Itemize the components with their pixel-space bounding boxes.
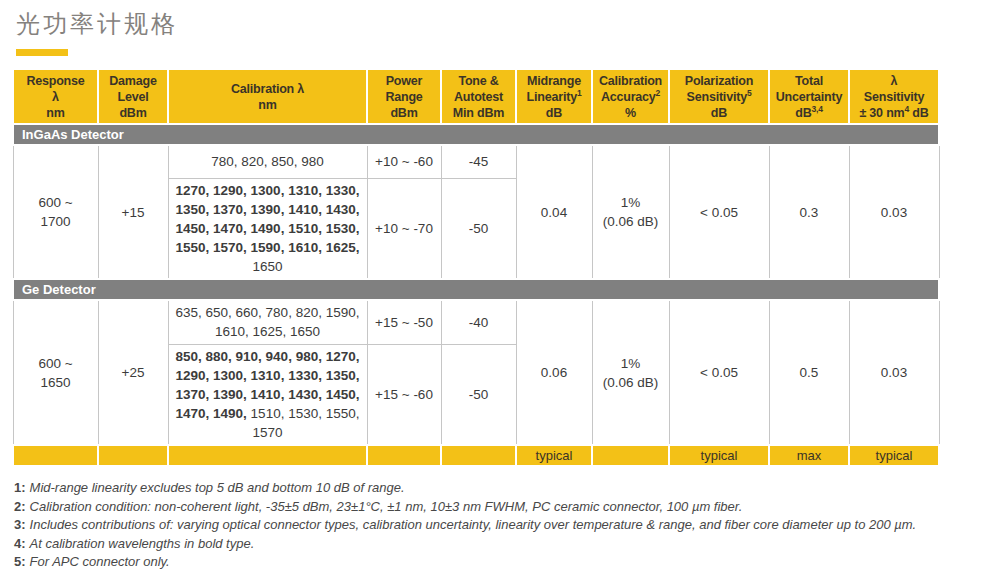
- footnote-text: For APC connector only.: [30, 554, 170, 569]
- damage-level-cell: +15: [98, 145, 168, 279]
- col-header-damage-level: DamageLeveldBm: [98, 69, 168, 124]
- data-row: 600 ~1700+15780, 820, 850, 980+10 ~ -60-…: [13, 145, 939, 178]
- col-header-midrange-linearity: MidrangeLinearity1dB: [516, 69, 592, 124]
- calibration-wavelengths-cell: 850, 880, 910, 940, 980, 1270, 1290, 130…: [168, 344, 367, 445]
- qualifier-cell: typical: [516, 445, 592, 466]
- spec-table: ResponseλnmDamageLeveldBmCalibration λnm…: [12, 68, 940, 467]
- page-title: 光功率计规格: [16, 8, 1000, 40]
- total-uncertainty-cell: 0.5: [769, 300, 849, 445]
- calibration-wavelengths-cell: 635, 650, 660, 780, 820, 1590, 1610, 162…: [168, 300, 367, 344]
- section-band-row: InGaAs Detector: [13, 124, 939, 145]
- power-range-cell: +15 ~ -60: [367, 344, 441, 445]
- qualifier-cell: [441, 445, 516, 466]
- footnote-text: Mid-range linearity excludes top 5 dB an…: [30, 480, 405, 495]
- damage-level-cell: +25: [98, 300, 168, 445]
- page: 光功率计规格 ResponseλnmDamageLeveldBmCalibrat…: [0, 0, 1000, 569]
- footnote-number: 1:: [14, 480, 26, 495]
- section-band-row: Ge Detector: [13, 279, 939, 300]
- qualifier-cell: [13, 445, 98, 466]
- col-header-wavelength-sensitivity: λSensitivity± 30 nm4 dB: [849, 69, 939, 124]
- col-header-power-range: PowerRangedBm: [367, 69, 441, 124]
- calibration-wavelengths-cell: 1270, 1290, 1300, 1310, 1330, 1350, 1370…: [168, 178, 367, 279]
- qualifier-cell: [98, 445, 168, 466]
- data-row: 600 ~1650+25635, 650, 660, 780, 820, 159…: [13, 300, 939, 344]
- wavelength-sensitivity-cell: 0.03: [849, 300, 939, 445]
- power-range-cell: +10 ~ -60: [367, 145, 441, 178]
- polarization-sensitivity-cell: < 0.05: [669, 145, 769, 279]
- footnote: 4: At calibration wavelengths in bold typ…: [14, 535, 1000, 554]
- col-header-calibration-wavelength: Calibration λnm: [168, 69, 367, 124]
- qualifier-cell: [367, 445, 441, 466]
- tone-autotest-min-cell: -50: [441, 178, 516, 279]
- footnote-number: 5:: [14, 554, 26, 569]
- footnote: 2: Calibration condition: non-coherent li…: [14, 498, 1000, 517]
- footnote-text: Calibration condition: non-coherent ligh…: [30, 499, 743, 514]
- section-label: Ge Detector: [13, 279, 939, 300]
- polarization-sensitivity-cell: < 0.05: [669, 300, 769, 445]
- footnote-text: At calibration wavelengths in bold type.: [30, 536, 255, 551]
- col-header-tone-autotest: Tone &AutotestMin dBm: [441, 69, 516, 124]
- col-header-polarization-sensitivity: PolarizationSensitivity5dB: [669, 69, 769, 124]
- power-range-cell: +10 ~ -70: [367, 178, 441, 279]
- response-range-cell: 600 ~1650: [13, 300, 98, 445]
- qualifier-cell: [592, 445, 669, 466]
- spec-table-body: InGaAs Detector600 ~1700+15780, 820, 850…: [13, 124, 939, 466]
- calibration-wavelengths-cell: 780, 820, 850, 980: [168, 145, 367, 178]
- footnote-number: 4:: [14, 536, 26, 551]
- tone-autotest-min-cell: -40: [441, 300, 516, 344]
- tone-autotest-min-cell: -50: [441, 344, 516, 445]
- qualifier-cell: max: [769, 445, 849, 466]
- footnotes: 1: Mid-range linearity excludes top 5 dB …: [14, 479, 1000, 569]
- footnote-number: 2:: [14, 499, 26, 514]
- col-header-calibration-accuracy: CalibrationAccuracy2%: [592, 69, 669, 124]
- response-range-cell: 600 ~1700: [13, 145, 98, 279]
- calibration-accuracy-cell: 1%(0.06 dB): [592, 145, 669, 279]
- section-label: InGaAs Detector: [13, 124, 939, 145]
- total-uncertainty-cell: 0.3: [769, 145, 849, 279]
- qualifier-row: typicaltypicalmaxtypical: [13, 445, 939, 466]
- midrange-linearity-cell: 0.06: [516, 300, 592, 445]
- footnote: 5: For APC connector only.: [14, 553, 1000, 569]
- qualifier-cell: [168, 445, 367, 466]
- calibration-accuracy-cell: 1%(0.06 dB): [592, 300, 669, 445]
- col-header-total-uncertainty: TotalUncertaintydB3,4: [769, 69, 849, 124]
- footnote-text: Includes contributions of: varying optic…: [30, 517, 917, 532]
- col-header-response: Responseλnm: [13, 69, 98, 124]
- header-row: ResponseλnmDamageLeveldBmCalibration λnm…: [13, 69, 939, 124]
- footnote: 1: Mid-range linearity excludes top 5 dB …: [14, 479, 1000, 498]
- tone-autotest-min-cell: -45: [441, 145, 516, 178]
- title-accent-bar: [16, 49, 68, 56]
- wavelength-sensitivity-cell: 0.03: [849, 145, 939, 279]
- midrange-linearity-cell: 0.04: [516, 145, 592, 279]
- qualifier-cell: typical: [849, 445, 939, 466]
- footnote-number: 3:: [14, 517, 26, 532]
- footnote: 3: Includes contributions of: varying opt…: [14, 516, 1000, 535]
- qualifier-cell: typical: [669, 445, 769, 466]
- power-range-cell: +15 ~ -50: [367, 300, 441, 344]
